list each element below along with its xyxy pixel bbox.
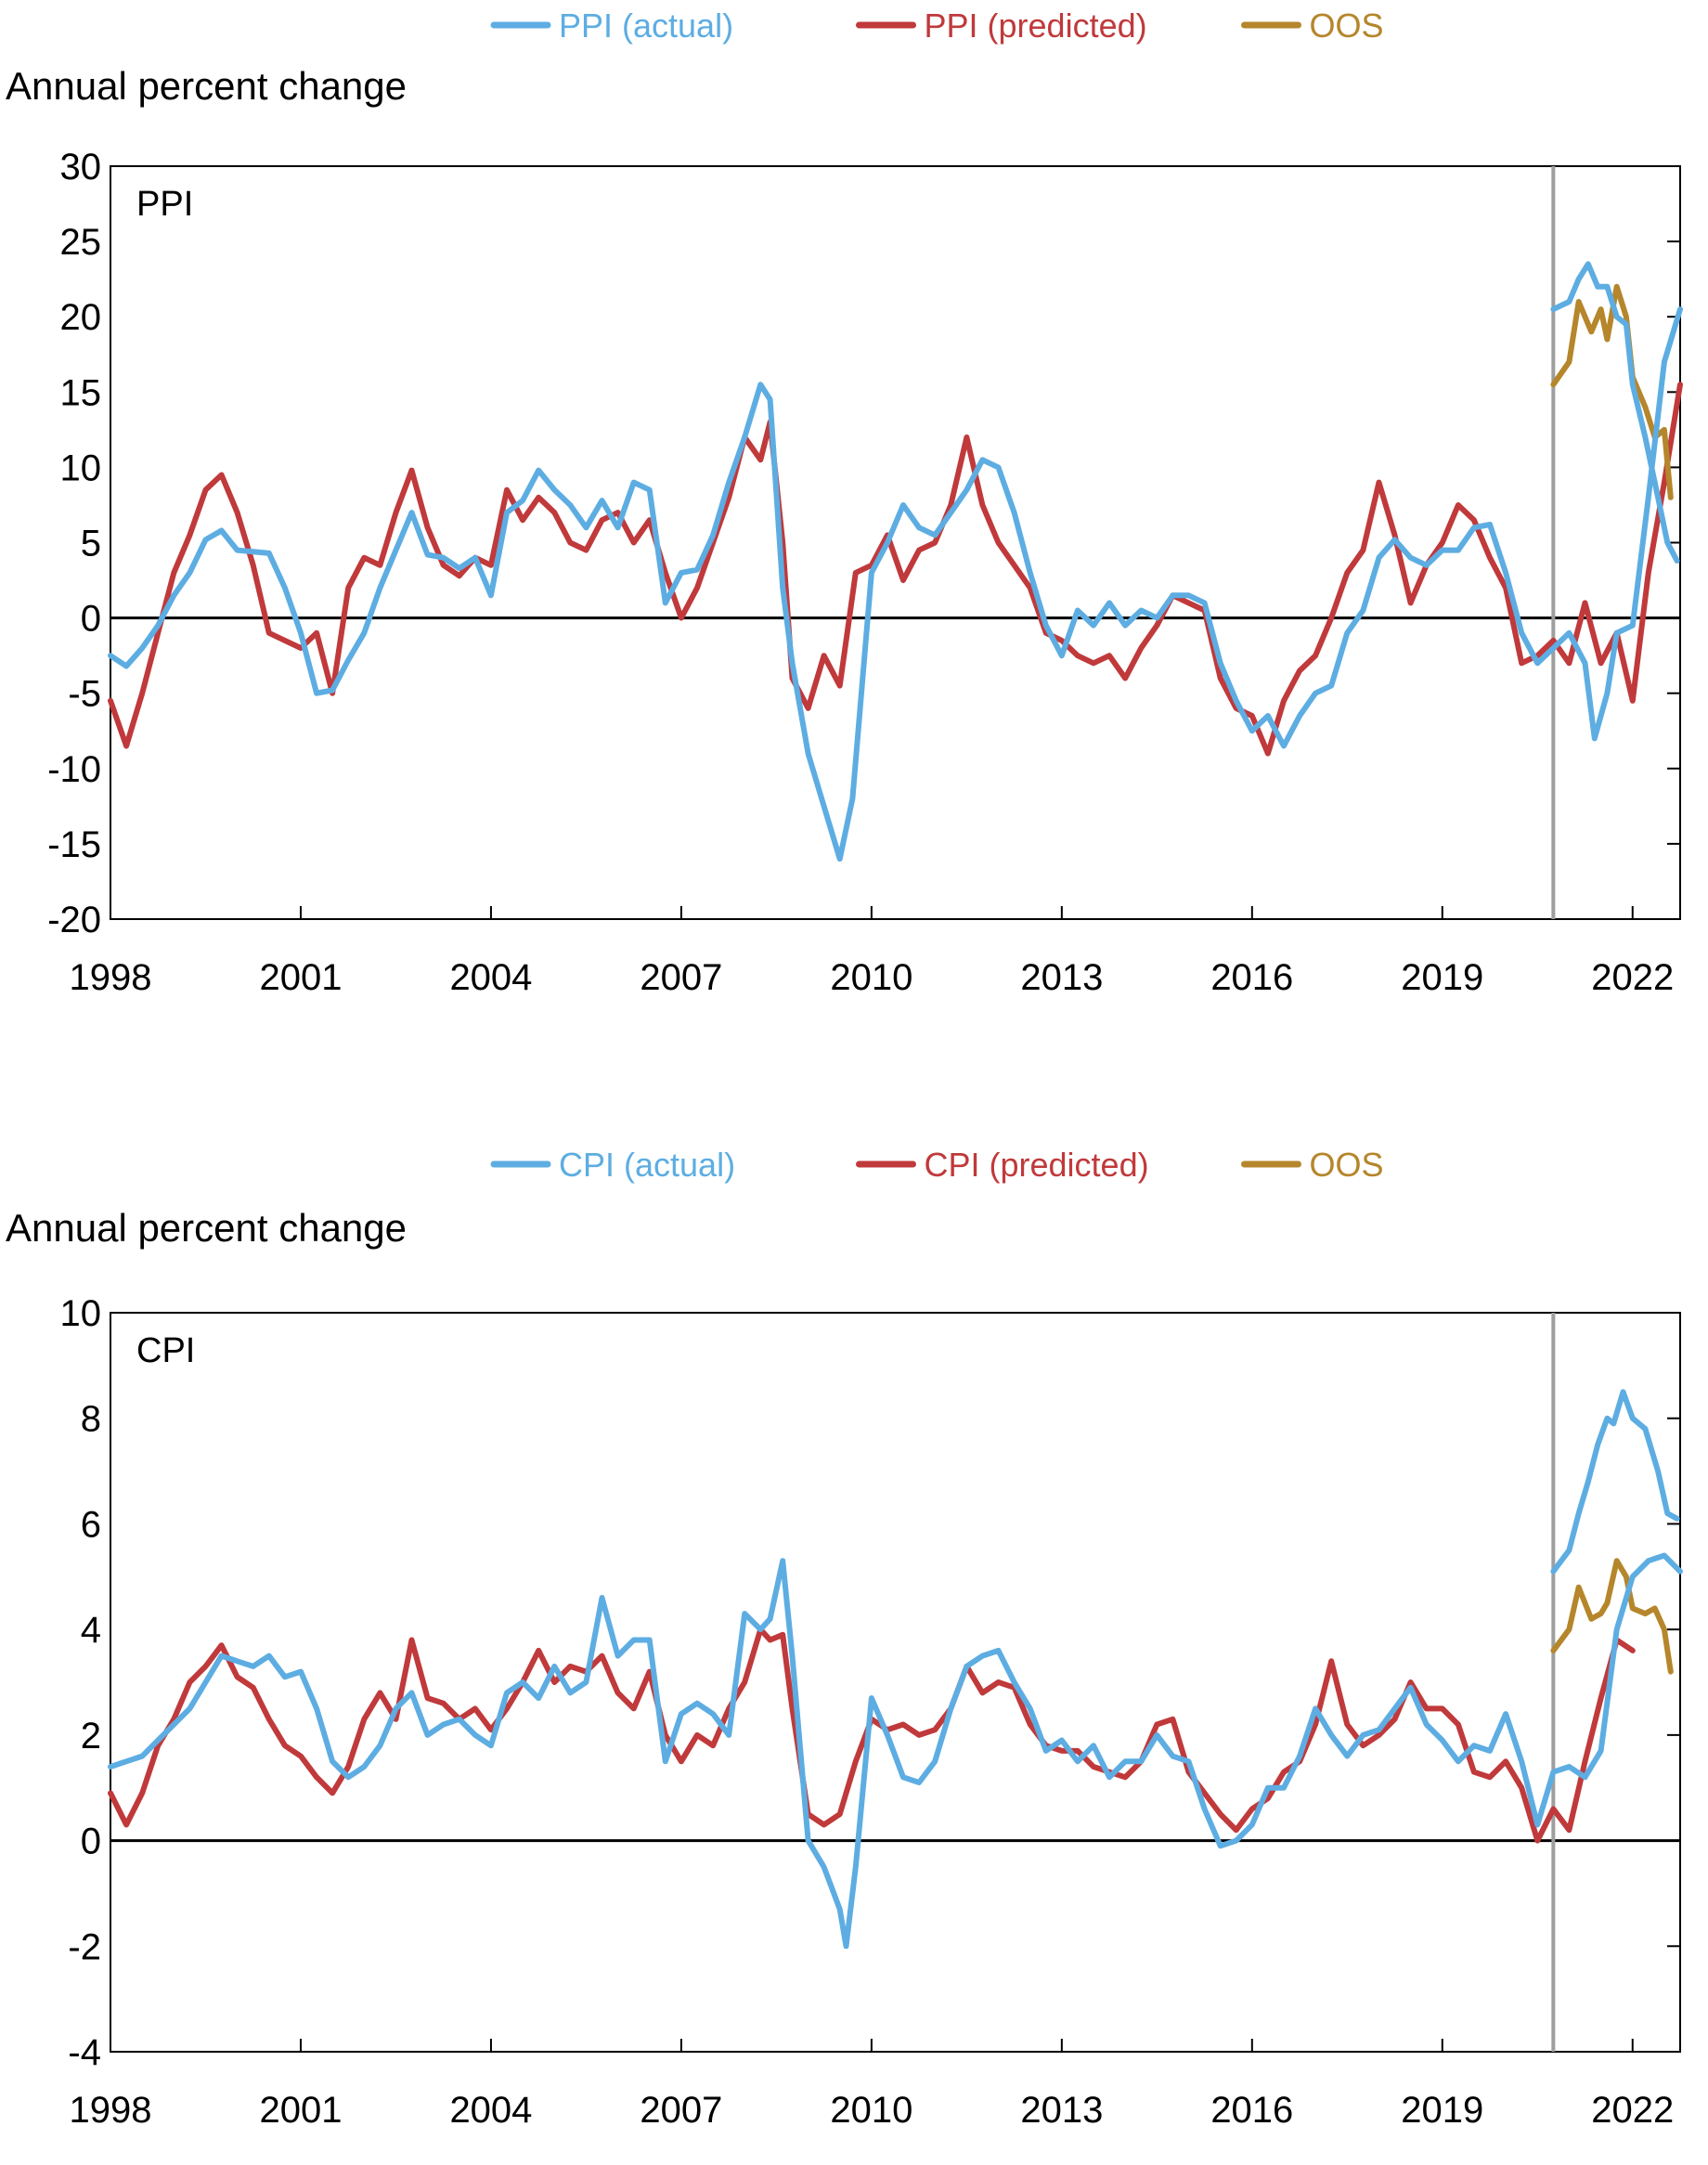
y-tick-label: 5 [81, 524, 101, 564]
panel-label: CPI [136, 1331, 195, 1370]
x-tick-label: 1998 [70, 2090, 152, 2131]
y-tick-label: -20 [47, 900, 101, 940]
x-tick-label: 2013 [1020, 957, 1103, 998]
series-line-actual [108, 306, 1683, 862]
x-tick-label: 2010 [830, 957, 912, 998]
x-tick-label: 2019 [1401, 2090, 1483, 2131]
x-tick-label: 2013 [1020, 2090, 1103, 2131]
legend-item: CPI (predicted) [856, 1146, 1149, 1184]
x-tick-label: 2016 [1210, 957, 1293, 998]
plot-frame [110, 1312, 1681, 2053]
y-tick-label: 4 [81, 1610, 101, 1651]
y-tick-label: 0 [81, 599, 101, 640]
y-tick-label: 25 [60, 222, 102, 263]
y-tick-label: 8 [81, 1399, 101, 1440]
chart-panel-cpi: CPI (actual) CPI (predicted) OOS Annual per… [6, 1146, 1683, 2131]
series-line-oos [1550, 1558, 1674, 1675]
x-tick-label: 2004 [449, 957, 532, 998]
y-tick-label: 10 [60, 1293, 102, 1334]
legend: PPI (actual) PPI (predicted) OOS [490, 6, 1384, 45]
y-tick-label: 6 [81, 1504, 101, 1545]
legend: CPI (actual) CPI (predicted) OOS [490, 1146, 1384, 1184]
y-tick-label: 2 [81, 1716, 101, 1757]
legend-label: PPI (actual) [559, 6, 733, 45]
x-tick-label: 2007 [640, 957, 722, 998]
y-axis-label: Annual percent change [6, 64, 407, 108]
series-line-actual [1550, 261, 1680, 564]
x-tick-label: 2016 [1210, 2090, 1293, 2131]
y-tick-label: 0 [81, 1821, 101, 1862]
panel-label: PPI [136, 185, 193, 224]
legend-label: OOS [1310, 6, 1384, 45]
chart-panel-ppi: PPI (actual) PPI (predicted) OOS Annual per… [6, 6, 1683, 998]
x-tick-label: 2022 [1591, 957, 1674, 998]
y-tick-label: 30 [60, 147, 102, 188]
x-tick-label: 2001 [259, 957, 342, 998]
series-line-predicted [108, 1627, 1636, 1844]
y-tick-label: 20 [60, 297, 102, 338]
legend-item: OOS [1241, 1146, 1384, 1184]
legend-item: CPI (actual) [490, 1146, 735, 1184]
y-tick-label: -10 [47, 749, 101, 790]
x-tick-label: 2004 [449, 2090, 532, 2131]
y-tick-label: 15 [60, 372, 102, 413]
x-tick-label: 2019 [1401, 957, 1483, 998]
series-line-predicted [108, 382, 1683, 757]
y-tick-label: -2 [68, 1926, 101, 1967]
legend-item: OOS [1241, 6, 1384, 45]
series-line-actual [1550, 1389, 1680, 1575]
legend-item: PPI (actual) [490, 6, 733, 45]
legend-label: CPI (predicted) [925, 1146, 1149, 1184]
series-line-actual [108, 1552, 1683, 1950]
legend-item: PPI (predicted) [856, 6, 1147, 45]
x-tick-label: 2007 [640, 2090, 722, 2131]
x-tick-label: 2010 [830, 2090, 912, 2131]
y-axis-label: Annual percent change [6, 1206, 407, 1250]
legend-label: OOS [1310, 1146, 1384, 1184]
x-tick-label: 2001 [259, 2090, 342, 2131]
y-tick-label: -4 [68, 2032, 101, 2073]
x-tick-label: 1998 [70, 957, 152, 998]
x-tick-label: 2022 [1591, 2090, 1674, 2131]
y-tick-label: -5 [68, 674, 101, 715]
legend-label: CPI (actual) [559, 1146, 735, 1184]
y-tick-label: -15 [47, 824, 101, 865]
y-tick-label: 10 [60, 447, 102, 488]
legend-label: PPI (predicted) [925, 6, 1147, 45]
